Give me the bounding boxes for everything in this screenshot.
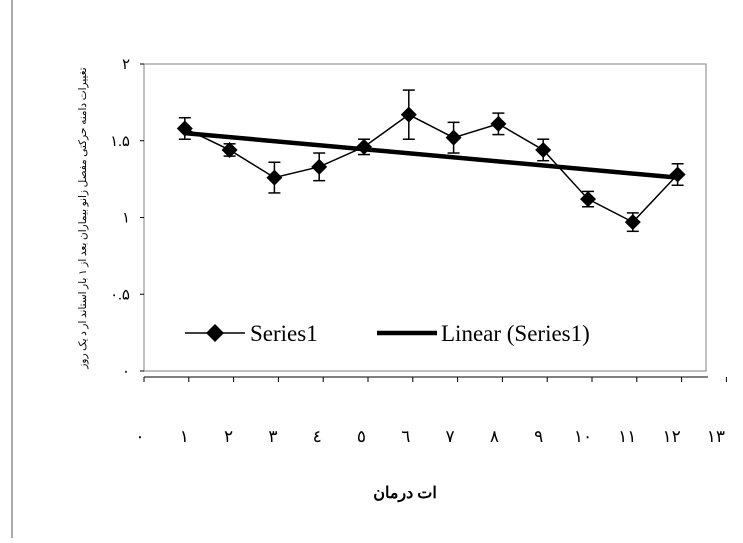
legend-series1-marker (206, 324, 224, 342)
legend-series1-label: Series1 (250, 321, 318, 346)
series1-point (266, 169, 283, 186)
trendline (184, 130, 678, 180)
x-axis: ۰ ۱ ۲ ۳ ٤ ٥ ٦ ٧ ٨ ٩ ۱۰ ۱۱ ۱۲ ۱۳ (135, 376, 727, 446)
x-tick-label: ۱۳ (707, 427, 725, 446)
x-tick-label: ۱۱ (618, 427, 636, 446)
x-tick-label: ۳ (268, 427, 277, 446)
legend: Series1 Linear (Series1) (185, 321, 590, 346)
series1-point (221, 141, 238, 158)
x-tick-label: ٥ (357, 427, 366, 446)
series1-point (580, 191, 596, 208)
x-tick-label: ۱ (180, 427, 189, 446)
trendline-line (184, 130, 678, 180)
x-tick-label: ۲ (224, 427, 233, 446)
y-tick-label: ۰ (122, 364, 130, 380)
series1-point (176, 120, 193, 137)
series1-point (400, 106, 417, 123)
y-axis-title: تغییرات دامنه حرکتی مفصل زانو بیماران بع… (77, 67, 89, 369)
legend-linear-label: Linear (Series1) (441, 321, 590, 346)
series1 (176, 89, 686, 233)
series1-point (311, 158, 328, 175)
series1-point (624, 214, 641, 231)
x-tick-label: ۱۰ (574, 427, 592, 446)
series1-point (490, 115, 507, 132)
x-tick-label: ٤ (313, 427, 322, 446)
series1-point (445, 129, 462, 146)
series1-point (535, 141, 552, 158)
series1-line (184, 113, 679, 224)
x-tick-label: ٧ (446, 427, 455, 446)
y-tick-label: ۱ (122, 211, 130, 227)
x-tick-label: ٩ (534, 427, 543, 446)
y-tick-label: ۲ (122, 57, 130, 73)
x-tick-label: ٦ (401, 427, 410, 446)
plot-area (143, 63, 707, 372)
series1-point (356, 138, 372, 155)
series1-point (669, 166, 686, 183)
y-axis: ۰ ۰.۵ ۱ ۱.۵ ۲ (110, 57, 144, 380)
x-tick-label: ۰ (135, 427, 144, 446)
x-tick-label: ۱۲ (662, 427, 680, 446)
x-axis-title: ات درمان (373, 485, 437, 503)
y-tick-label: ۰.۵ (110, 287, 130, 303)
x-tick-label: ٨ (490, 427, 499, 446)
y-tick-label: ۱.۵ (110, 134, 130, 150)
